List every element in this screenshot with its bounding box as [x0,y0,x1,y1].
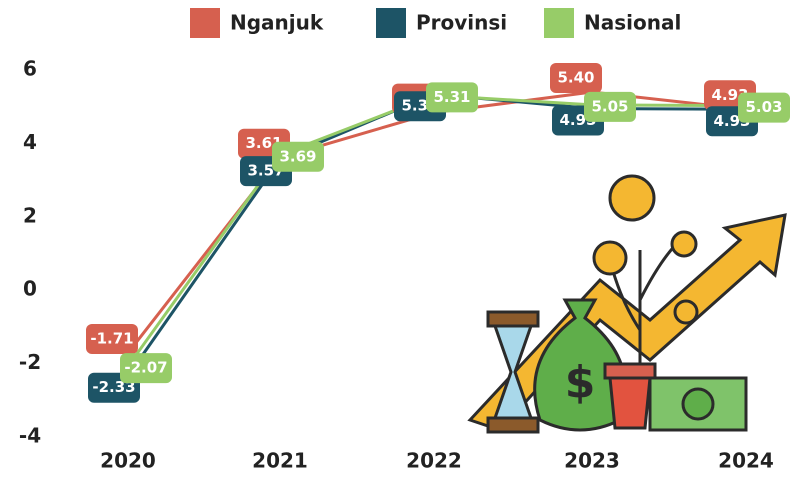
y-tick-label: 4 [23,130,37,154]
x-tick-label: 2020 [100,449,156,473]
y-tick-label: 0 [23,277,37,301]
x-tick-label: 2023 [564,449,620,473]
y-tick-label: 6 [23,57,37,81]
legend-label: Nganjuk [230,11,324,35]
y-tick-label: -2 [19,350,41,374]
data-label: -2.07 [124,359,167,377]
legend-swatch [544,8,574,38]
svg-text:$: $ [565,357,596,408]
chart: $ -4 -2 0 2 4 6 2020 2021 2022 2023 2024 Nganjuk Pro… [0,0,808,478]
data-label: 5.40 [557,69,594,87]
series-line [128,92,746,353]
illustration: $ [470,176,785,432]
legend-swatch [376,8,406,38]
data-label: -1.71 [90,329,133,347]
data-label: 5.31 [433,88,470,106]
x-tick-label: 2022 [406,449,462,473]
x-tick-label: 2021 [252,449,308,473]
y-tick-label: -4 [19,424,41,448]
legend-swatch [190,8,220,38]
legend-label: Provinsi [416,11,507,35]
data-label: 5.03 [745,98,782,116]
x-tick-label: 2024 [718,449,774,473]
data-label: 3.69 [279,147,316,165]
data-label: 5.05 [591,97,628,115]
y-tick-label: 2 [23,203,37,227]
legend-label: Nasional [584,11,681,35]
